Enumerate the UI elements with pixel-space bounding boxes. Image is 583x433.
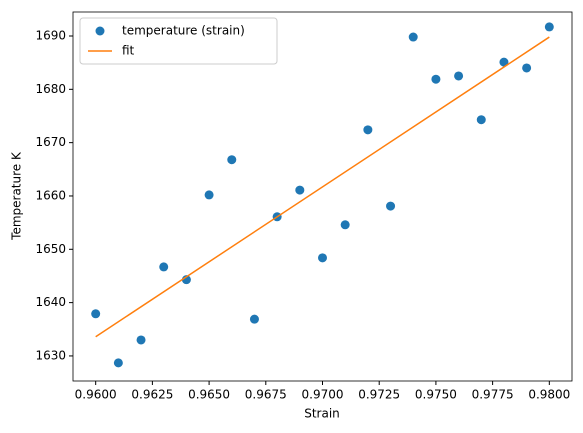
data-point — [136, 335, 146, 345]
data-point — [544, 22, 554, 32]
data-point — [431, 74, 441, 84]
data-point — [249, 314, 259, 324]
data-point — [113, 358, 123, 368]
y-tick-label: 1630 — [35, 348, 66, 362]
x-tick-label: 0.9700 — [302, 388, 344, 402]
data-point — [386, 201, 396, 211]
data-point — [499, 57, 509, 67]
data-point — [227, 155, 237, 165]
data-point — [91, 309, 101, 319]
x-tick-label: 0.9800 — [528, 388, 570, 402]
y-axis-label: Temperature K — [10, 151, 24, 241]
data-point — [408, 32, 418, 42]
legend-label: fit — [122, 44, 135, 58]
y-tick-label: 1640 — [35, 295, 66, 309]
data-point — [454, 71, 464, 81]
fit-line — [95, 36, 550, 338]
x-tick-label: 0.9650 — [188, 388, 230, 402]
y-tick-label: 1690 — [35, 28, 66, 42]
data-point — [522, 63, 532, 73]
x-tick-label: 0.9725 — [358, 388, 400, 402]
legend-marker — [95, 26, 105, 36]
legend-box — [79, 17, 278, 65]
x-tick-label: 0.9750 — [415, 388, 457, 402]
y-tick-label: 1680 — [35, 82, 66, 96]
data-point — [476, 115, 486, 125]
plot-frame — [72, 11, 573, 382]
data-point — [318, 253, 327, 263]
x-tick-label: 0.9600 — [75, 388, 117, 402]
y-tick-label: 1670 — [35, 135, 66, 149]
x-tick-label: 0.9775 — [472, 388, 514, 402]
legend-label: temperature (strain) — [122, 24, 245, 38]
data-point — [159, 262, 169, 272]
data-point — [363, 125, 373, 135]
x-tick-label: 0.9625 — [131, 388, 173, 402]
x-tick-label: 0.9675 — [245, 388, 287, 402]
y-tick-label: 1650 — [35, 242, 66, 256]
x-axis-label: Strain — [304, 407, 340, 421]
y-tick-label: 1660 — [35, 188, 66, 202]
data-point — [340, 220, 350, 230]
data-point — [295, 185, 305, 195]
data-point — [204, 190, 214, 200]
